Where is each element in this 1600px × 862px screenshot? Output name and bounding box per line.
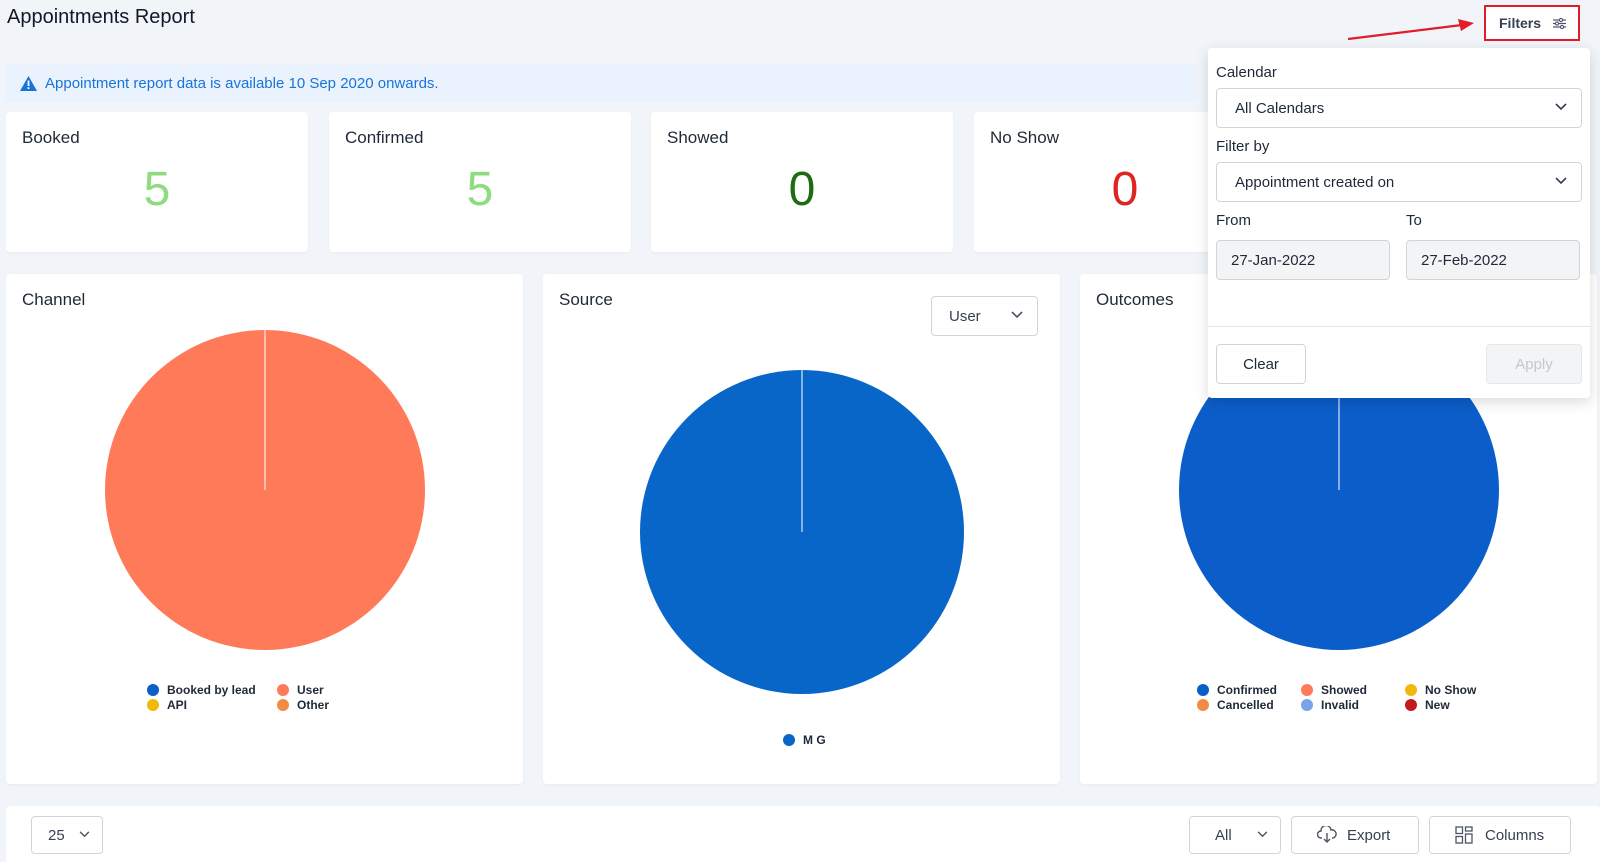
legend-dot xyxy=(1197,698,1209,711)
legend-item[interactable]: API xyxy=(147,697,277,712)
to-date-input[interactable]: 27-Feb-2022 xyxy=(1406,240,1580,280)
table-toolbar: 25 All Export Columns xyxy=(6,806,1600,862)
legend-dot xyxy=(1197,683,1209,696)
stat-value: 5 xyxy=(466,163,494,216)
stat-card-showed: Showed 0 xyxy=(651,112,953,252)
sliders-icon xyxy=(1553,18,1566,29)
legend-dot xyxy=(1301,683,1313,696)
filters-button-label: Filters xyxy=(1499,15,1542,31)
status-filter-select[interactable]: All xyxy=(1189,816,1281,854)
stat-label: Confirmed xyxy=(345,128,424,147)
legend-dot xyxy=(1405,683,1417,696)
source-group-value: User xyxy=(949,307,981,325)
from-date-input[interactable]: 27-Jan-2022 xyxy=(1216,240,1390,280)
banner-text: Appointment report data is available 10 … xyxy=(45,74,439,92)
filter-by-select-value: Appointment created on xyxy=(1235,173,1395,191)
cloud-download-icon xyxy=(1317,826,1337,843)
channel-chart-card: Channel Booked by lead API User Other xyxy=(6,274,523,784)
warning-icon xyxy=(20,75,37,91)
legend-dot xyxy=(277,683,289,696)
legend-dot xyxy=(147,683,159,696)
legend-dot xyxy=(277,698,289,711)
clear-button[interactable]: Clear xyxy=(1216,344,1306,384)
source-chart-card: Source User M G xyxy=(543,274,1060,784)
stat-value: 0 xyxy=(1111,163,1139,216)
channel-legend: Booked by lead API User Other xyxy=(147,682,347,712)
divider xyxy=(1208,326,1590,327)
export-label: Export xyxy=(1347,826,1391,844)
stat-label: Booked xyxy=(22,128,80,147)
status-filter-value: All xyxy=(1215,826,1232,844)
legend-item[interactable]: Invalid xyxy=(1301,697,1405,712)
legend-item[interactable]: No Show xyxy=(1405,682,1476,697)
source-group-select[interactable]: User xyxy=(931,296,1038,336)
chevron-down-icon xyxy=(1011,311,1023,319)
apply-button[interactable]: Apply xyxy=(1486,344,1582,384)
filter-by-label: Filter by xyxy=(1216,138,1270,155)
calendar-select[interactable]: All Calendars xyxy=(1216,88,1582,128)
filters-button[interactable]: Filters xyxy=(1484,5,1580,41)
filter-by-select[interactable]: Appointment created on xyxy=(1216,162,1582,202)
chevron-down-icon xyxy=(79,831,90,838)
legend-item[interactable]: Booked by lead xyxy=(147,682,277,697)
legend-dot xyxy=(783,733,795,746)
page-size-value: 25 xyxy=(48,826,65,844)
legend-dot xyxy=(1301,698,1313,711)
chevron-down-icon xyxy=(1555,103,1567,111)
stat-value: 5 xyxy=(143,163,171,216)
calendar-select-value: All Calendars xyxy=(1235,99,1325,117)
chevron-down-icon xyxy=(1257,831,1268,838)
legend-item[interactable]: M G xyxy=(783,732,826,747)
columns-icon xyxy=(1455,826,1473,844)
stat-card-booked: Booked 5 xyxy=(6,112,308,252)
source-legend: M G xyxy=(783,732,826,747)
from-label: From xyxy=(1216,212,1251,229)
legend-item[interactable]: New xyxy=(1405,697,1476,712)
chevron-down-icon xyxy=(1555,177,1567,185)
source-pie-chart xyxy=(640,370,964,694)
outcomes-chart-card: Outcomes Confirmed Cancelled Showed Inva… xyxy=(1080,274,1597,784)
columns-label: Columns xyxy=(1485,826,1545,844)
stat-label: Showed xyxy=(667,128,729,147)
channel-chart-title: Channel xyxy=(22,290,86,309)
legend-item[interactable]: Other xyxy=(277,697,329,712)
outcomes-legend: Confirmed Cancelled Showed Invalid No Sh… xyxy=(1197,682,1497,712)
page-size-select[interactable]: 25 xyxy=(31,816,103,854)
calendar-label: Calendar xyxy=(1216,64,1277,81)
page-title: Appointments Report xyxy=(7,6,195,28)
columns-button[interactable]: Columns xyxy=(1429,816,1571,854)
filter-panel: Calendar All Calendars Filter by Appoint… xyxy=(1208,48,1590,398)
legend-item[interactable]: User xyxy=(277,682,329,697)
annotation-arrow xyxy=(1347,19,1474,41)
legend-item[interactable]: Cancelled xyxy=(1197,697,1301,712)
outcomes-chart-title: Outcomes xyxy=(1096,290,1174,309)
info-banner: Appointment report data is available 10 … xyxy=(6,64,1196,102)
stat-card-confirmed: Confirmed 5 xyxy=(329,112,631,252)
stat-label: No Show xyxy=(990,128,1059,147)
legend-dot xyxy=(147,698,159,711)
legend-dot xyxy=(1405,698,1417,711)
to-label: To xyxy=(1406,212,1422,229)
channel-pie-chart xyxy=(105,330,425,650)
source-chart-title: Source xyxy=(559,290,613,309)
legend-item[interactable]: Showed xyxy=(1301,682,1405,697)
export-button[interactable]: Export xyxy=(1291,816,1419,854)
legend-item[interactable]: Confirmed xyxy=(1197,682,1301,697)
stat-value: 0 xyxy=(788,163,816,216)
